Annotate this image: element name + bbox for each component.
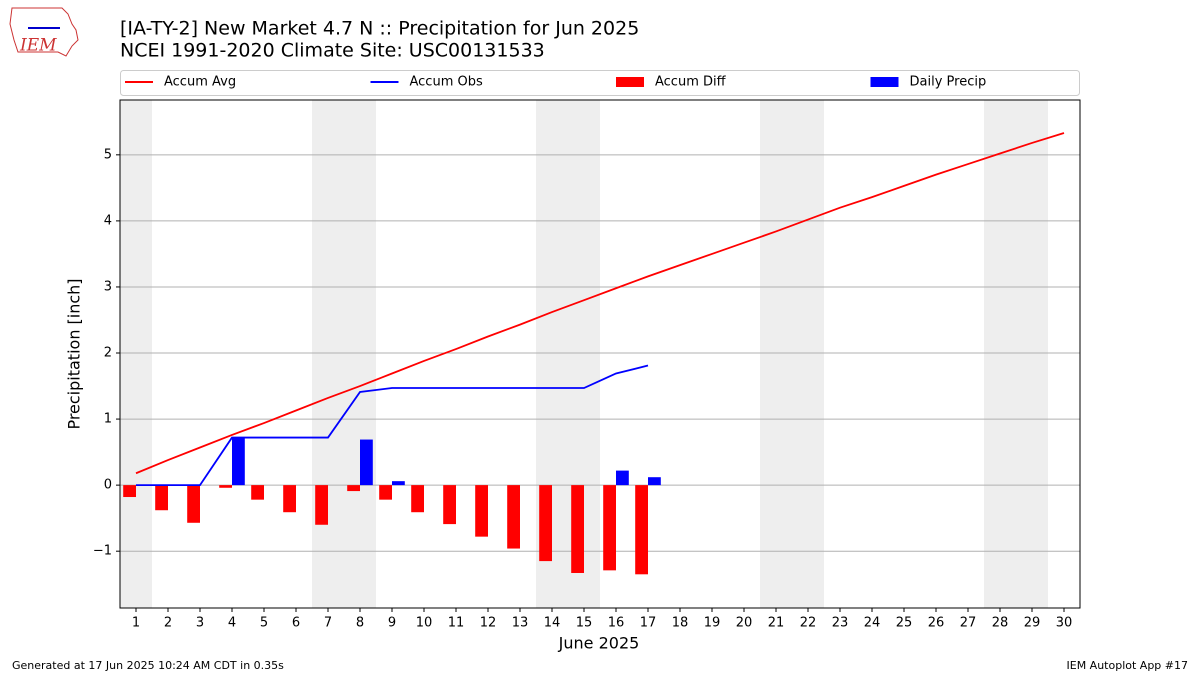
line <box>135 132 1065 475</box>
y-tick-label: 2 <box>104 346 112 361</box>
x-tick-label: 12 <box>480 616 497 631</box>
x-tick-label: 6 <box>292 616 300 631</box>
line <box>136 364 649 487</box>
x-tick-label: 9 <box>388 616 396 631</box>
x-tick-label: 2 <box>164 616 172 631</box>
y-tick-label: 0 <box>104 478 112 493</box>
plot-frame <box>119 99 1081 609</box>
bar <box>603 485 616 571</box>
x-tick-label: 15 <box>576 616 593 631</box>
legend-label: Accum Obs <box>410 75 483 90</box>
weekend-shade <box>792 100 824 608</box>
legend-swatch <box>616 77 644 87</box>
bar <box>379 485 392 500</box>
legend-label: Accum Diff <box>655 75 727 90</box>
y-tick-label: 1 <box>104 412 112 427</box>
x-tick-label: 25 <box>896 616 913 631</box>
y-tick-label: −1 <box>93 544 112 559</box>
x-tick-label: 21 <box>768 616 785 631</box>
bar <box>360 439 373 486</box>
weekend-shade <box>984 100 1016 608</box>
bar <box>392 481 405 486</box>
bar <box>232 437 245 486</box>
bar <box>411 485 424 513</box>
x-tick-label: 7 <box>324 616 332 631</box>
bar <box>539 485 552 562</box>
x-tick-label: 8 <box>356 616 364 631</box>
bar <box>635 485 648 575</box>
bar <box>219 485 232 488</box>
chart-title: [IA-TY-2] New Market 4.7 N :: Precipitat… <box>120 18 639 40</box>
logo-outline <box>9 7 79 57</box>
bar <box>123 485 136 498</box>
x-tick-label: 1 <box>132 616 140 631</box>
x-tick-label: 22 <box>800 616 817 631</box>
weekend-shade <box>120 100 152 608</box>
weekend-shade <box>344 100 376 608</box>
x-tick-label: 23 <box>832 616 849 631</box>
y-tick-label: 4 <box>104 213 112 228</box>
x-tick-label: 16 <box>608 616 625 631</box>
x-tick-label: 3 <box>196 616 204 631</box>
bar <box>443 485 456 525</box>
bar <box>251 485 264 500</box>
x-tick-label: 19 <box>704 616 721 631</box>
x-tick-label: 28 <box>992 616 1009 631</box>
x-tick-label: 26 <box>928 616 945 631</box>
bar <box>475 485 488 537</box>
y-axis-label: Precipitation [inch] <box>65 278 84 429</box>
legend-box <box>120 70 1080 96</box>
bar <box>648 477 661 486</box>
logo-text: IEM <box>19 36 57 56</box>
x-tick-label: 24 <box>864 616 881 631</box>
footer-left: Generated at 17 Jun 2025 10:24 AM CDT in… <box>12 659 284 672</box>
x-tick-label: 10 <box>416 616 433 631</box>
footer-right: IEM Autoplot App #17 <box>1067 659 1189 672</box>
x-tick-label: 30 <box>1056 616 1073 631</box>
bar <box>571 485 584 573</box>
x-tick-label: 29 <box>1024 616 1041 631</box>
x-tick-label: 14 <box>544 616 561 631</box>
legend-label: Daily Precip <box>910 75 987 90</box>
bar <box>187 485 200 523</box>
bar <box>315 485 328 525</box>
x-tick-label: 17 <box>640 616 657 631</box>
chart-subtitle: NCEI 1991-2020 Climate Site: USC00131533 <box>120 40 545 62</box>
bar <box>616 470 629 486</box>
y-tick-label: 5 <box>104 147 112 162</box>
bar <box>507 485 520 549</box>
x-tick-label: 13 <box>512 616 529 631</box>
x-tick-label: 27 <box>960 616 977 631</box>
x-tick-label: 18 <box>672 616 689 631</box>
x-tick-label: 11 <box>448 616 465 631</box>
x-axis-label: June 2025 <box>558 634 640 653</box>
bar <box>283 485 296 513</box>
bar <box>347 485 360 492</box>
weekend-shade <box>1016 100 1048 608</box>
weekend-shade <box>312 100 344 608</box>
logo: IEM <box>9 7 79 57</box>
y-tick-label: 3 <box>104 279 112 294</box>
bar <box>155 485 168 511</box>
weekend-shade <box>760 100 792 608</box>
x-tick-label: 5 <box>260 616 268 631</box>
x-tick-label: 4 <box>228 616 236 631</box>
legend-swatch <box>870 77 899 87</box>
x-tick-label: 20 <box>736 616 753 631</box>
legend-label: Accum Avg <box>164 75 236 90</box>
